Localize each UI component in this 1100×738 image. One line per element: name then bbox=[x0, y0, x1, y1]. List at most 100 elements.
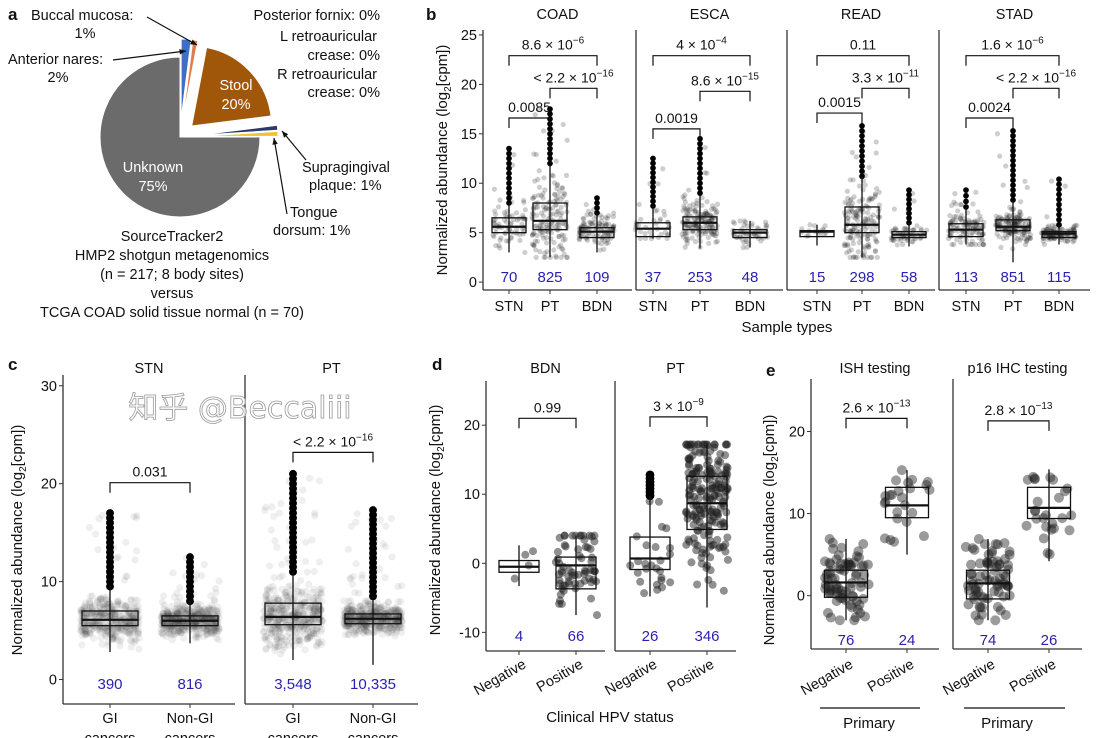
data-point bbox=[202, 626, 210, 634]
data-point bbox=[496, 243, 502, 249]
data-point bbox=[641, 559, 650, 568]
data-point bbox=[121, 602, 130, 610]
data-point bbox=[207, 611, 215, 619]
data-point bbox=[1070, 239, 1076, 245]
data-point bbox=[275, 621, 283, 630]
data-point bbox=[560, 121, 566, 128]
data-point bbox=[203, 625, 211, 633]
data-point bbox=[215, 636, 223, 644]
data-point bbox=[95, 626, 103, 634]
data-point bbox=[731, 220, 738, 226]
data-point bbox=[159, 592, 168, 600]
data-point bbox=[310, 604, 318, 613]
data-point bbox=[845, 219, 851, 225]
data-point bbox=[542, 207, 548, 213]
data-point bbox=[134, 602, 142, 610]
data-point bbox=[1049, 225, 1055, 231]
data-point bbox=[580, 233, 586, 239]
data-point bbox=[679, 231, 685, 237]
data-point bbox=[270, 573, 278, 582]
data-point bbox=[134, 629, 143, 638]
significance-bracket bbox=[965, 55, 1060, 66]
data-point bbox=[114, 624, 122, 632]
data-point bbox=[126, 629, 134, 637]
data-point bbox=[681, 203, 687, 209]
data-point bbox=[866, 241, 872, 248]
data-point bbox=[271, 647, 279, 655]
data-point bbox=[167, 630, 175, 639]
outlier-point bbox=[106, 509, 114, 518]
data-point bbox=[562, 191, 568, 198]
data-point bbox=[77, 627, 85, 635]
significance-bracket bbox=[649, 416, 708, 427]
data-point bbox=[113, 635, 121, 644]
data-point bbox=[211, 628, 219, 636]
data-point bbox=[653, 585, 662, 594]
data-point bbox=[868, 254, 874, 260]
outlier-point bbox=[906, 210, 912, 217]
p-value-label: 0.0024 bbox=[968, 99, 1011, 115]
sample-count-label: 298 bbox=[849, 269, 874, 286]
data-point bbox=[852, 604, 863, 615]
data-point bbox=[848, 232, 854, 238]
p-value-base: 0.11 bbox=[850, 37, 876, 53]
data-point bbox=[195, 608, 203, 616]
data-point bbox=[89, 612, 97, 620]
data-point bbox=[611, 210, 617, 216]
p-value-exponent: −4 bbox=[715, 36, 727, 47]
data-point bbox=[91, 601, 99, 609]
data-point bbox=[265, 600, 273, 608]
data-point bbox=[133, 608, 141, 616]
data-point bbox=[684, 230, 691, 236]
data-point bbox=[847, 198, 853, 204]
data-point bbox=[848, 206, 854, 212]
data-point bbox=[166, 623, 175, 631]
data-point bbox=[182, 627, 190, 635]
data-point bbox=[211, 584, 220, 593]
x-tick-label: cancers bbox=[85, 731, 136, 738]
pie-label: Unknown bbox=[123, 160, 183, 176]
data-point bbox=[556, 221, 562, 228]
data-point bbox=[1018, 235, 1024, 241]
data-point bbox=[709, 203, 716, 209]
p-value-base: 8.6 × 10 bbox=[691, 72, 742, 88]
outlier-point bbox=[859, 158, 865, 165]
x-tick-label: Negative bbox=[602, 657, 660, 699]
data-point bbox=[98, 640, 106, 648]
data-point bbox=[554, 198, 560, 204]
outlier-point bbox=[650, 179, 656, 186]
sample-count-label: 851 bbox=[1000, 269, 1025, 286]
data-point bbox=[976, 229, 982, 235]
data-point bbox=[1015, 235, 1021, 242]
data-point bbox=[126, 627, 134, 635]
y-label-text: [cpm]) bbox=[427, 405, 444, 447]
p-value-label: 0.99 bbox=[534, 399, 561, 415]
data-point bbox=[949, 241, 955, 248]
data-point bbox=[847, 227, 853, 233]
data-point bbox=[952, 191, 958, 197]
data-point bbox=[89, 622, 97, 631]
data-point bbox=[559, 185, 565, 191]
data-point bbox=[863, 215, 869, 222]
box bbox=[995, 219, 1031, 232]
outlier-point bbox=[1056, 211, 1062, 218]
data-point bbox=[83, 614, 92, 623]
data-point bbox=[556, 244, 562, 250]
data-point bbox=[294, 617, 302, 625]
data-point bbox=[198, 609, 206, 617]
sample-count-label: 70 bbox=[501, 269, 518, 286]
data-point bbox=[397, 598, 405, 606]
data-point bbox=[82, 630, 91, 638]
pie-slice-tongue-dorsum bbox=[197, 124, 279, 136]
data-point bbox=[99, 600, 107, 609]
data-point bbox=[215, 577, 223, 585]
data-point bbox=[984, 558, 995, 569]
outlier-point bbox=[1010, 177, 1016, 184]
data-point bbox=[1064, 525, 1075, 536]
data-point bbox=[212, 589, 220, 597]
p-value-base: 1.6 × 10 bbox=[981, 37, 1032, 53]
data-point bbox=[979, 237, 985, 244]
data-point bbox=[130, 602, 138, 611]
data-point bbox=[847, 177, 853, 183]
